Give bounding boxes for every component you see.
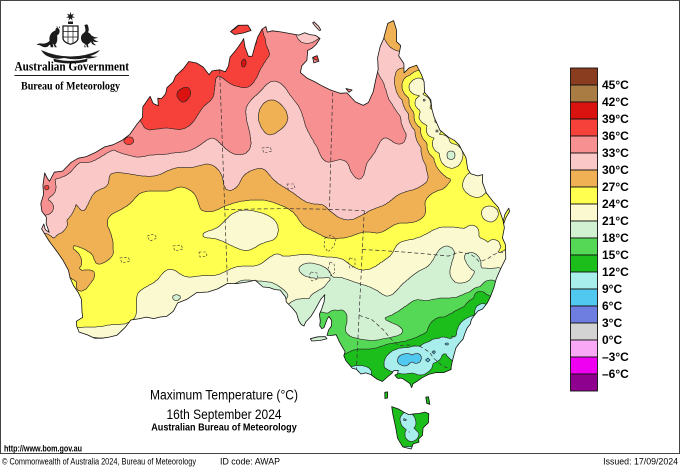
svg-text:21°C: 21°C <box>602 214 629 228</box>
svg-text:12°C: 12°C <box>602 265 629 279</box>
svg-text:Australian Government: Australian Government <box>15 60 130 74</box>
svg-text:6°C: 6°C <box>602 299 622 313</box>
svg-text:3°C: 3°C <box>602 316 622 330</box>
svg-text:24°C: 24°C <box>602 197 629 211</box>
svg-text:42°C: 42°C <box>602 95 629 109</box>
svg-text:33°C: 33°C <box>602 146 629 160</box>
svg-text:0°C: 0°C <box>602 333 622 347</box>
svg-text:ID code: AWAP: ID code: AWAP <box>220 457 280 467</box>
svg-text:Australian Bureau of Meteorolo: Australian Bureau of Meteorology <box>151 422 297 434</box>
svg-text:16th September 2024: 16th September 2024 <box>167 406 282 422</box>
svg-text:Bureau of Meteorology: Bureau of Meteorology <box>21 79 120 93</box>
svg-text:–6°C: –6°C <box>602 367 629 381</box>
svg-text:36°C: 36°C <box>602 129 629 143</box>
svg-text:–3°C: –3°C <box>602 350 629 364</box>
svg-text:Issued: 17/09/2024: Issued: 17/09/2024 <box>603 457 678 467</box>
svg-text:http://www.bom.gov.au: http://www.bom.gov.au <box>4 444 82 454</box>
svg-text:18°C: 18°C <box>602 231 629 245</box>
svg-text:9°C: 9°C <box>602 282 622 296</box>
svg-text:30°C: 30°C <box>602 163 629 177</box>
svg-text:27°C: 27°C <box>602 180 629 194</box>
svg-text:15°C: 15°C <box>602 248 629 262</box>
svg-text:© Commonwealth of Australia 20: © Commonwealth of Australia 2024, Bureau… <box>2 457 197 467</box>
svg-text:39°C: 39°C <box>602 112 629 126</box>
svg-text:Maximum Temperature (°C): Maximum Temperature (°C) <box>150 388 298 403</box>
svg-text:45°C: 45°C <box>602 78 629 92</box>
